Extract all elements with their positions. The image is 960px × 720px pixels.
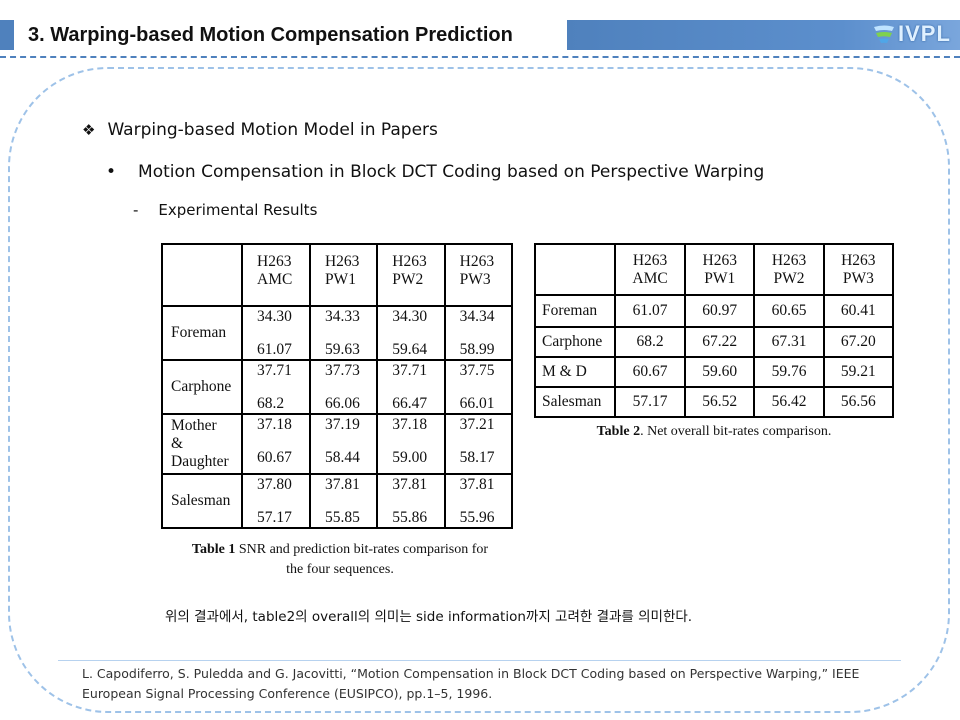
table-cell: 61.07 [613,294,687,328]
row-label: Mother & Daughter [161,413,243,475]
table-cell: 68.2 [613,326,687,358]
table-cell: 67.22 [684,326,756,358]
table-row: Salesman 57.17 56.52 56.42 56.56 [534,386,895,418]
logo-text: IVPL [898,21,951,46]
column-header: H263 PW3 [443,243,514,307]
row-label: Salesman [161,473,243,529]
table-cell: 37.18 59.00 [376,413,446,475]
logo-icon [874,25,894,43]
reference-line-1: L. Capodiferro, S. Puledda and G. Jacovi… [82,666,860,681]
header-divider [0,56,960,58]
table-cell: 37.18 60.67 [241,413,311,475]
table1-caption: Table 1 SNR and prediction bit-rates com… [191,542,489,577]
column-header: H263 PW1 [308,243,379,307]
table-cell: 59.76 [753,356,825,388]
table-cell: 60.65 [753,294,825,328]
table-cell: 34.33 59.63 [308,305,379,361]
table-cell: 34.34 58.99 [443,305,514,361]
bullet-level3: - Experimental Results [133,201,317,219]
column-header: H263 AMC [241,243,311,307]
reference-line-2: European Signal Processing Conference (E… [82,686,493,701]
table-header-row: H263 AMC H263 PW1 H263 PW2 H263 PW3 [534,243,895,296]
table-corner-cell [161,243,243,307]
row-label: Salesman [534,386,616,418]
table-row: Salesman 37.80 57.17 37.81 55.85 37.81 55.8… [161,473,514,529]
header-bar [567,20,960,50]
table2-caption: Table 2. Net overall bit-rates compariso… [596,424,832,439]
dash-bullet-icon: - [133,201,139,219]
table-cell: 56.52 [684,386,756,418]
table-cell: 56.56 [822,386,895,418]
content-frame [8,67,950,713]
table-cell: 37.19 58.44 [308,413,379,475]
row-label: Foreman [534,294,616,328]
row-label: M & D [534,356,616,388]
table-cell: 37.81 55.96 [443,473,514,529]
bullet-level2: • Motion Compensation in Block DCT Codin… [106,162,764,182]
table-cell: 59.60 [684,356,756,388]
bullet-level3-text: Experimental Results [158,201,318,219]
result-note: 위의 결과에서, table2의 overall의 의미는 side infor… [165,609,693,625]
row-label: Foreman [161,305,243,361]
column-header: H263 PW2 [376,243,446,307]
slide-title: 3. Warping-based Motion Compensation Pre… [22,20,568,50]
column-header: H263 AMC [613,243,687,296]
table-cell: 37.71 66.47 [376,359,446,415]
table-cell: 37.81 55.85 [308,473,379,529]
reference-citation: L. Capodiferro, S. Puledda and G. Jacovi… [82,664,912,704]
table-cell: 37.71 68.2 [241,359,311,415]
column-header: H263 PW3 [822,243,895,296]
table-cell: 37.80 57.17 [241,473,311,529]
table-net-bitrates: H263 AMC H263 PW1 H263 PW2 H263 PW3 Foreman … [534,243,895,418]
table-row: Carphone 68.2 67.22 67.31 67.20 [534,326,895,358]
column-header: H263 PW2 [753,243,825,296]
table-cell: 59.21 [822,356,895,388]
header-accent-bar [0,20,14,50]
reference-divider [58,660,901,661]
table-cell: 67.31 [753,326,825,358]
table-cell: 34.30 61.07 [241,305,311,361]
diamond-bullet-icon: ❖ [82,121,96,139]
table-cell: 60.97 [684,294,756,328]
table-row: Foreman 34.30 61.07 34.33 59.63 34.30 59.64… [161,305,514,361]
table-corner-cell [534,243,616,296]
table-row: Carphone 37.71 68.2 37.73 66.06 37.71 66.47… [161,359,514,415]
row-label: Carphone [534,326,616,358]
column-header: H263 PW1 [684,243,756,296]
table-cell: 60.67 [613,356,687,388]
table-cell: 67.20 [822,326,895,358]
table-header-row: H263 AMC H263 PW1 H263 PW2 H263 PW3 [161,243,514,307]
bullet-level1: ❖ Warping-based Motion Model in Papers [82,120,438,140]
table-cell: 37.21 58.17 [443,413,514,475]
bullet-level2-text: Motion Compensation in Block DCT Coding … [138,162,765,182]
table-cell: 37.73 66.06 [308,359,379,415]
dot-bullet-icon: • [106,162,117,182]
table-snr-bitrates: H263 AMC H263 PW1 H263 PW2 H263 PW3 Foreman … [161,243,514,529]
table-cell: 37.81 55.86 [376,473,446,529]
table-cell: 37.75 66.01 [443,359,514,415]
table-row: Foreman 61.07 60.97 60.65 60.41 [534,294,895,328]
row-label: Carphone [161,359,243,415]
table-cell: 60.41 [822,294,895,328]
table-cell: 56.42 [753,386,825,418]
table-row: M & D 60.67 59.60 59.76 59.21 [534,356,895,388]
bullet-level1-text: Warping-based Motion Model in Papers [107,120,438,140]
ivpl-logo: IVPL [872,19,951,49]
table-row: Mother & Daughter 37.18 60.67 37.19 58.44 37… [161,413,514,475]
table-cell: 57.17 [613,386,687,418]
table-cell: 34.30 59.64 [376,305,446,361]
